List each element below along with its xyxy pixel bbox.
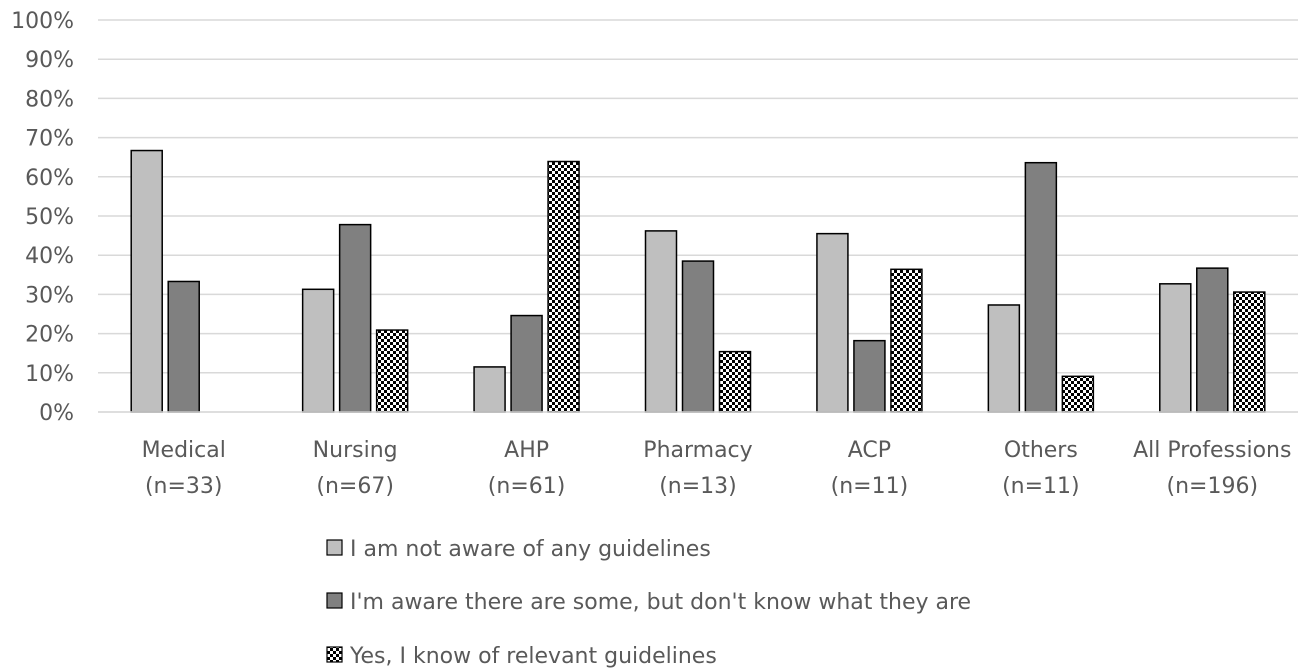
bar [816, 232, 849, 413]
legend-label: I'm aware there are some, but don't know… [350, 590, 971, 615]
x-tick-label: Medical [142, 438, 226, 463]
x-tick-label: (n=13) [659, 474, 737, 499]
bar [547, 160, 580, 413]
bar [1024, 161, 1058, 413]
x-tick-label: (n=11) [831, 474, 909, 499]
bar [1159, 283, 1192, 413]
bar [681, 260, 715, 413]
x-tick-label: Pharmacy [643, 438, 752, 463]
y-tick-label: 90% [25, 48, 74, 73]
bar [510, 314, 543, 413]
bar [1196, 267, 1229, 413]
x-tick-label: Nursing [313, 438, 398, 463]
y-tick-label: 70% [25, 127, 74, 152]
legend-label: Yes, I know of relevant guidelines [349, 644, 717, 668]
bar [375, 329, 409, 413]
bar [644, 230, 678, 413]
y-tick-label: 50% [25, 205, 74, 230]
y-tick-label: 40% [25, 244, 74, 269]
legend-label: I am not aware of any guidelines [350, 537, 711, 562]
y-tick-label: 20% [25, 323, 74, 348]
gridlines [98, 19, 1298, 413]
bar [718, 350, 752, 413]
legend: I am not aware of any guidelines I'm awar… [326, 537, 971, 668]
bar [890, 268, 923, 413]
bar [167, 280, 200, 413]
bar [1061, 375, 1095, 413]
y-tick-label: 80% [25, 87, 74, 112]
x-tick-label: (n=33) [145, 474, 223, 499]
legend-swatch [326, 646, 343, 663]
y-tick-label: 60% [25, 166, 74, 191]
x-tick-label: (n=11) [1002, 474, 1080, 499]
bar [1233, 291, 1266, 413]
y-tick-label: 10% [25, 362, 74, 387]
bar [301, 288, 335, 413]
y-tick-label: 30% [25, 283, 74, 308]
bars [130, 149, 1266, 413]
y-tick-label: 0% [39, 401, 74, 426]
x-axis: Medical (n=33) Nursing (n=67) AHP (n=61) Pharm… [98, 411, 1298, 499]
x-tick-label: All Professions [1133, 438, 1291, 463]
x-tick-label: (n=196) [1167, 474, 1259, 499]
bar [338, 223, 372, 413]
bar [130, 149, 163, 413]
bar [987, 304, 1021, 413]
bar [853, 339, 886, 413]
y-axis: 0% 10% 20% 30% 40% 50% 60% 70% 80% 90% 100% [11, 9, 74, 426]
x-tick-label: Others [1004, 438, 1078, 463]
x-tick-label: ACP [848, 438, 891, 463]
legend-swatch [326, 539, 343, 556]
bar [473, 366, 506, 413]
x-tick-label: (n=67) [316, 474, 394, 499]
x-tick-label: AHP [504, 438, 549, 463]
x-tick-label: (n=61) [488, 474, 566, 499]
legend-swatch [326, 592, 343, 609]
y-tick-label: 100% [11, 9, 74, 34]
